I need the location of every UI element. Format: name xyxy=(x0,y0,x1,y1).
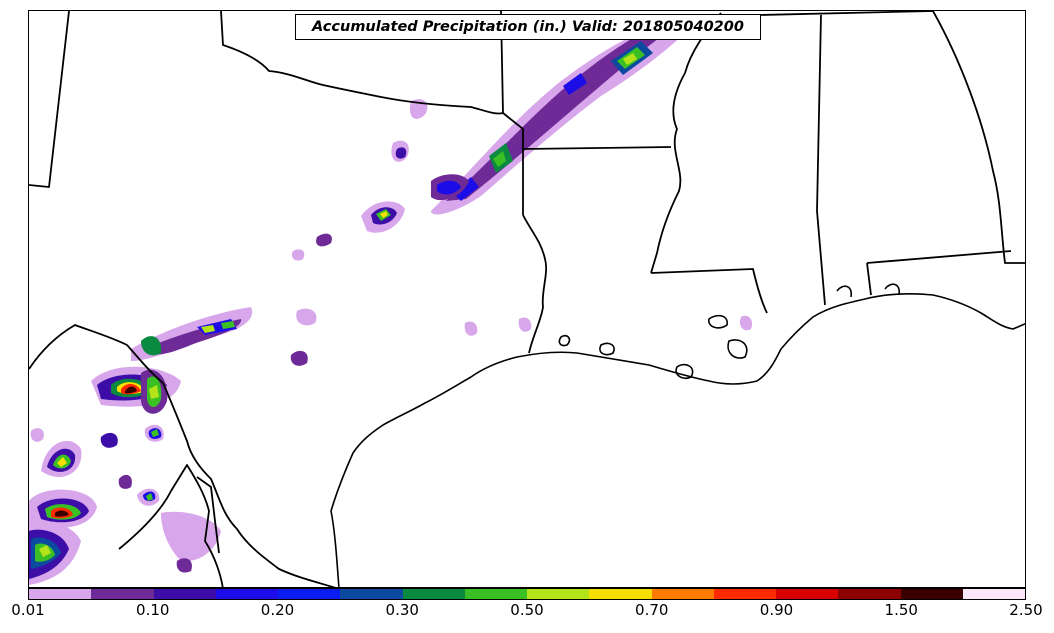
colorbar-tick-label: 0.90 xyxy=(759,601,794,619)
colorbar-segment-2 xyxy=(153,589,216,599)
colorbar-segment-15 xyxy=(962,589,1025,599)
colorbar-tick-label: 0.50 xyxy=(510,601,544,619)
colorbar-tick-label: 0.20 xyxy=(260,601,295,619)
colorbar-segment-14 xyxy=(900,589,963,599)
precip-map xyxy=(29,11,1025,587)
colorbar-segment-11 xyxy=(713,589,776,599)
map-title: Accumulated Precipitation (in.) Valid: 2… xyxy=(295,14,761,40)
colorbar xyxy=(28,588,1026,600)
colorbar-segment-9 xyxy=(589,589,652,599)
colorbar-tick-label: 0.30 xyxy=(385,601,419,619)
colorbar-segment-7 xyxy=(464,589,527,599)
colorbar-tick-label: 0.10 xyxy=(136,601,170,619)
colorbar-segment-12 xyxy=(776,589,839,599)
colorbar-tick-label: 0.70 xyxy=(635,601,669,619)
colorbar-segment-4 xyxy=(278,589,341,599)
colorbar-segment-5 xyxy=(340,589,403,599)
colorbar-tick-label: 0.01 xyxy=(11,601,45,619)
colorbar-segment-10 xyxy=(651,589,714,599)
colorbar-tick-label: 1.50 xyxy=(884,601,918,619)
colorbar-segment-1 xyxy=(91,589,154,599)
colorbar-segment-8 xyxy=(527,589,590,599)
colorbar-segment-3 xyxy=(215,589,278,599)
map-panel xyxy=(28,10,1026,588)
colorbar-tick-label: 2.50 xyxy=(1009,601,1043,619)
colorbar-segment-6 xyxy=(402,589,465,599)
colorbar-segment-13 xyxy=(838,589,901,599)
gulf-coastline xyxy=(330,283,1025,587)
colorbar-segment-0 xyxy=(29,589,92,599)
boundary-lines xyxy=(29,11,1025,587)
precipitation-field xyxy=(29,15,753,585)
